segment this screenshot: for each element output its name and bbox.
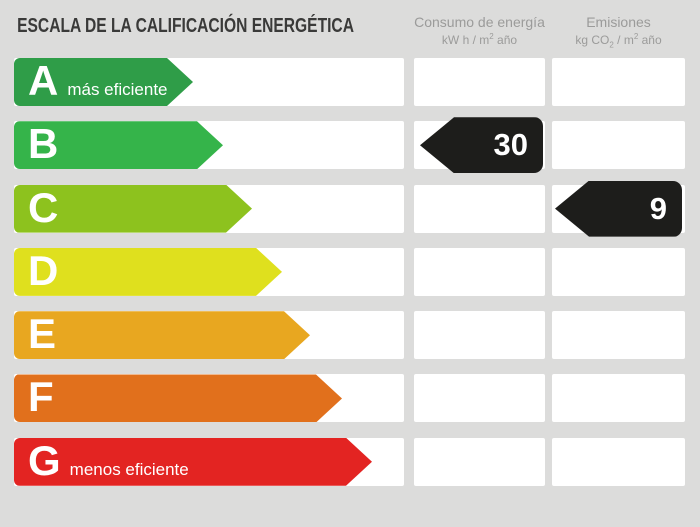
rating-cell: C [14, 184, 404, 233]
emisiones-unit-sub: 2 [609, 40, 614, 50]
rating-row: D [14, 247, 700, 296]
emisiones-cell [552, 58, 685, 106]
emisiones-cell [552, 247, 685, 296]
consumo-cell [414, 247, 545, 296]
emisiones-unit-text: kg CO [575, 33, 610, 48]
rating-arrow: A más eficiente [14, 58, 193, 106]
consumo-unit-suffix: año [493, 33, 518, 48]
rating-row: B 30 [14, 117, 700, 174]
page-title: ESCALA DE LA CALIFICACIÓN ENERGÉTICA [17, 15, 354, 37]
emisiones-column-title: Emisiones [586, 14, 651, 30]
emisiones-cell [552, 374, 685, 423]
rating-letter: B [28, 120, 59, 168]
emisiones-unit-sup: 2 [633, 32, 639, 42]
rating-letter: F [28, 373, 54, 421]
rating-row: G menos eficiente [14, 437, 700, 486]
emisiones-column-unit: kg CO2 / m2 año [552, 31, 685, 51]
rating-row: F [14, 374, 700, 423]
consumo-unit-sup: 2 [489, 32, 494, 42]
rating-cell: B [14, 121, 404, 170]
rating-letter: D [28, 246, 59, 294]
consumo-unit-text: kW h / m [441, 33, 490, 48]
rating-cell: D [14, 247, 404, 296]
rating-note: menos eficiente [69, 459, 189, 479]
rating-cell: E [14, 311, 404, 360]
consumo-cell [414, 374, 545, 423]
rating-letter: E [28, 310, 57, 358]
rating-arrow: D [14, 248, 282, 296]
consumo-column-unit: kW h / m2 año [414, 31, 545, 49]
emisiones-cell: 9 [552, 180, 685, 237]
rating-arrow: C [14, 185, 252, 233]
rating-arrow: F [14, 374, 342, 422]
rating-letter: C [28, 183, 59, 231]
rating-arrow: B [14, 121, 223, 169]
rating-letter: G [28, 436, 61, 484]
consumo-value: 30 [493, 127, 528, 163]
rating-row: C 9 [14, 180, 700, 237]
consumo-cell [414, 184, 545, 233]
emisiones-value-badge: 9 [555, 180, 682, 237]
rating-letter: A [28, 57, 59, 104]
rating-arrow: G menos eficiente [14, 438, 372, 486]
consumo-value-badge: 30 [420, 117, 543, 174]
header: ESCALA DE LA CALIFICACIÓN ENERGÉTICA Con… [0, 0, 700, 58]
consumo-cell [414, 311, 545, 360]
emisiones-cell [552, 437, 685, 486]
emisiones-unit-suffix: año [638, 33, 662, 48]
consumo-column-header: Consumo de energía kW h / m2 año [414, 13, 545, 58]
emisiones-column-header: Emisiones kg CO2 / m2 año [552, 13, 685, 58]
rating-note: más eficiente [67, 80, 168, 99]
rating-cell: G menos eficiente [14, 437, 404, 486]
emisiones-cell [552, 311, 685, 360]
title-wrap: ESCALA DE LA CALIFICACIÓN ENERGÉTICA [14, 13, 414, 58]
rating-cell: F [14, 374, 404, 423]
emisiones-value: 9 [649, 190, 667, 226]
consumo-cell: 30 [414, 117, 545, 174]
consumo-cell [414, 58, 545, 106]
rating-rows: A más eficiente B [0, 58, 700, 486]
rating-cell: A más eficiente [14, 58, 404, 106]
consumo-column-title: Consumo de energía [414, 14, 545, 30]
rating-arrow: E [14, 311, 310, 359]
rating-row: A más eficiente [14, 58, 700, 106]
emisiones-unit-mid: / m [613, 33, 634, 48]
rating-row: E [14, 311, 700, 360]
emisiones-cell [552, 121, 685, 170]
consumo-cell [414, 437, 545, 486]
